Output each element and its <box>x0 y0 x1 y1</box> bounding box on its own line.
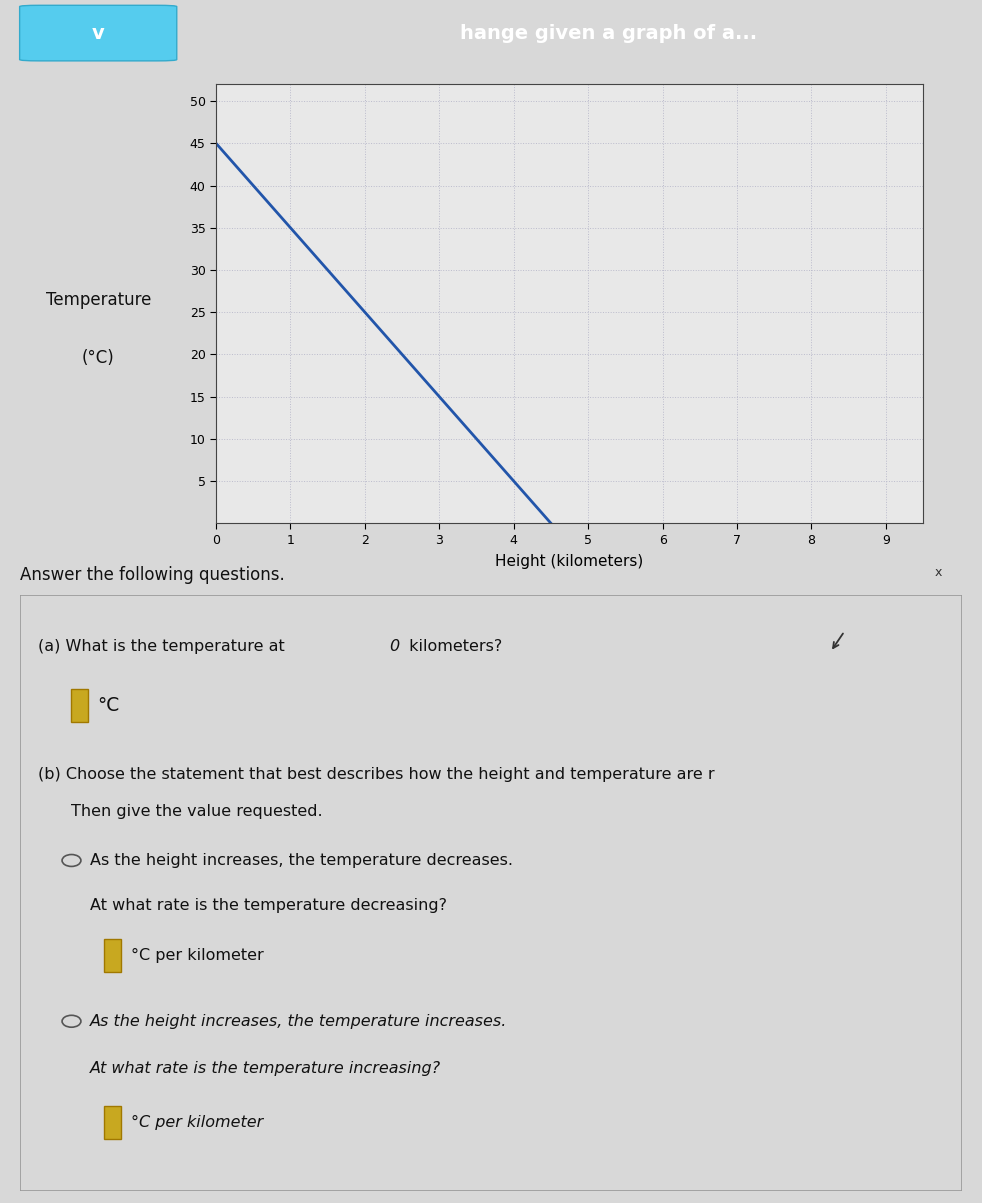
Text: 0: 0 <box>389 639 400 653</box>
Text: (a) What is the temperature at: (a) What is the temperature at <box>38 639 291 653</box>
Text: kilometers?: kilometers? <box>405 639 503 653</box>
Text: At what rate is the temperature increasing?: At what rate is the temperature increasi… <box>90 1061 442 1077</box>
Text: v: v <box>92 24 104 42</box>
Text: As the height increases, the temperature increases.: As the height increases, the temperature… <box>90 1014 508 1029</box>
Text: Temperature: Temperature <box>45 291 151 309</box>
FancyBboxPatch shape <box>20 5 177 61</box>
Text: °C per kilometer: °C per kilometer <box>131 948 263 964</box>
Text: (°C): (°C) <box>82 350 115 367</box>
Text: As the height increases, the temperature decreases.: As the height increases, the temperature… <box>90 853 514 869</box>
Text: (b) Choose the statement that best describes how the height and temperature are : (b) Choose the statement that best descr… <box>38 766 715 782</box>
Text: Answer the following questions.: Answer the following questions. <box>20 565 285 583</box>
Text: At what rate is the temperature decreasing?: At what rate is the temperature decreasi… <box>90 897 448 913</box>
FancyBboxPatch shape <box>72 689 88 722</box>
Text: Then give the value requested.: Then give the value requested. <box>72 804 323 818</box>
Text: hange given a graph of a...: hange given a graph of a... <box>461 24 757 42</box>
X-axis label: Height (kilometers): Height (kilometers) <box>496 553 643 569</box>
Text: °C per kilometer: °C per kilometer <box>131 1115 263 1130</box>
FancyBboxPatch shape <box>104 1106 122 1139</box>
FancyBboxPatch shape <box>104 940 122 972</box>
Text: x: x <box>934 565 942 579</box>
Text: °C: °C <box>97 697 119 715</box>
